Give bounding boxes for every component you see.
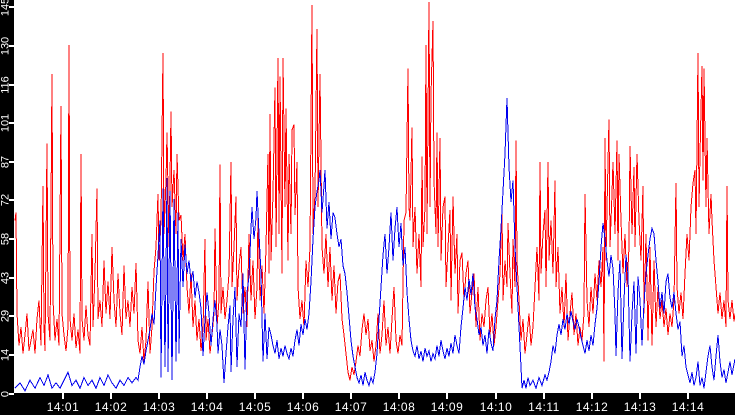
x-axis-tick (110, 393, 112, 399)
y-axis-tick (9, 315, 14, 317)
y-axis-label: 29 (0, 309, 12, 323)
x-axis-tick (62, 393, 64, 399)
x-axis-tick (398, 393, 400, 399)
blue-series-line (14, 97, 735, 392)
x-axis-tick (446, 393, 448, 399)
x-axis-label: 14:03 (142, 400, 176, 414)
x-axis-label: 14:09 (430, 400, 464, 414)
y-axis-tick (9, 6, 14, 8)
y-axis-strip (0, 0, 14, 415)
x-axis-label: 14:12 (575, 400, 609, 414)
y-axis-tick (9, 84, 14, 86)
y-axis-label: 14 (0, 348, 12, 362)
x-axis-tick (350, 393, 352, 399)
y-axis-label: 58 (0, 232, 12, 246)
x-axis-tick (495, 393, 497, 399)
x-axis-tick (639, 393, 641, 399)
y-axis-tick (9, 354, 14, 356)
x-axis-label: 14:02 (94, 400, 128, 414)
y-axis-tick (9, 199, 14, 201)
x-axis-label: 14:14 (671, 400, 705, 414)
x-axis-tick (543, 393, 545, 399)
y-axis-label: 130 (0, 36, 12, 56)
y-axis-tick (9, 393, 14, 395)
x-axis-tick (591, 393, 593, 399)
y-axis-label: 145 (0, 0, 12, 17)
x-axis-label: 14:06 (286, 400, 320, 414)
y-axis-label: 116 (0, 76, 12, 94)
y-axis-label: 87 (0, 155, 12, 169)
y-axis-label: 0 (0, 390, 12, 398)
x-axis-label: 14:10 (479, 400, 513, 414)
y-axis-tick (9, 238, 14, 240)
x-axis-label: 14:07 (334, 400, 368, 414)
x-axis-strip (0, 393, 735, 415)
x-axis-label: 14:13 (623, 400, 657, 414)
x-axis-tick (687, 393, 689, 399)
y-axis-tick (9, 45, 14, 47)
x-axis-label: 14:01 (46, 400, 80, 414)
x-axis-tick (302, 393, 304, 399)
x-axis-label: 14:04 (190, 400, 224, 414)
x-axis-label: 14:11 (528, 400, 560, 414)
x-axis-label: 14:05 (238, 400, 272, 414)
y-axis-label: 43 (0, 271, 12, 285)
x-axis-tick (206, 393, 208, 399)
y-axis-label: 101 (0, 113, 12, 133)
y-axis-tick (9, 122, 14, 124)
x-axis-tick (158, 393, 160, 399)
x-axis-tick (254, 393, 256, 399)
y-axis-tick (9, 161, 14, 163)
y-axis-tick (9, 277, 14, 279)
red-series-line (14, 2, 735, 381)
x-axis-label: 14:08 (382, 400, 416, 414)
y-axis-label: 72 (0, 193, 12, 207)
